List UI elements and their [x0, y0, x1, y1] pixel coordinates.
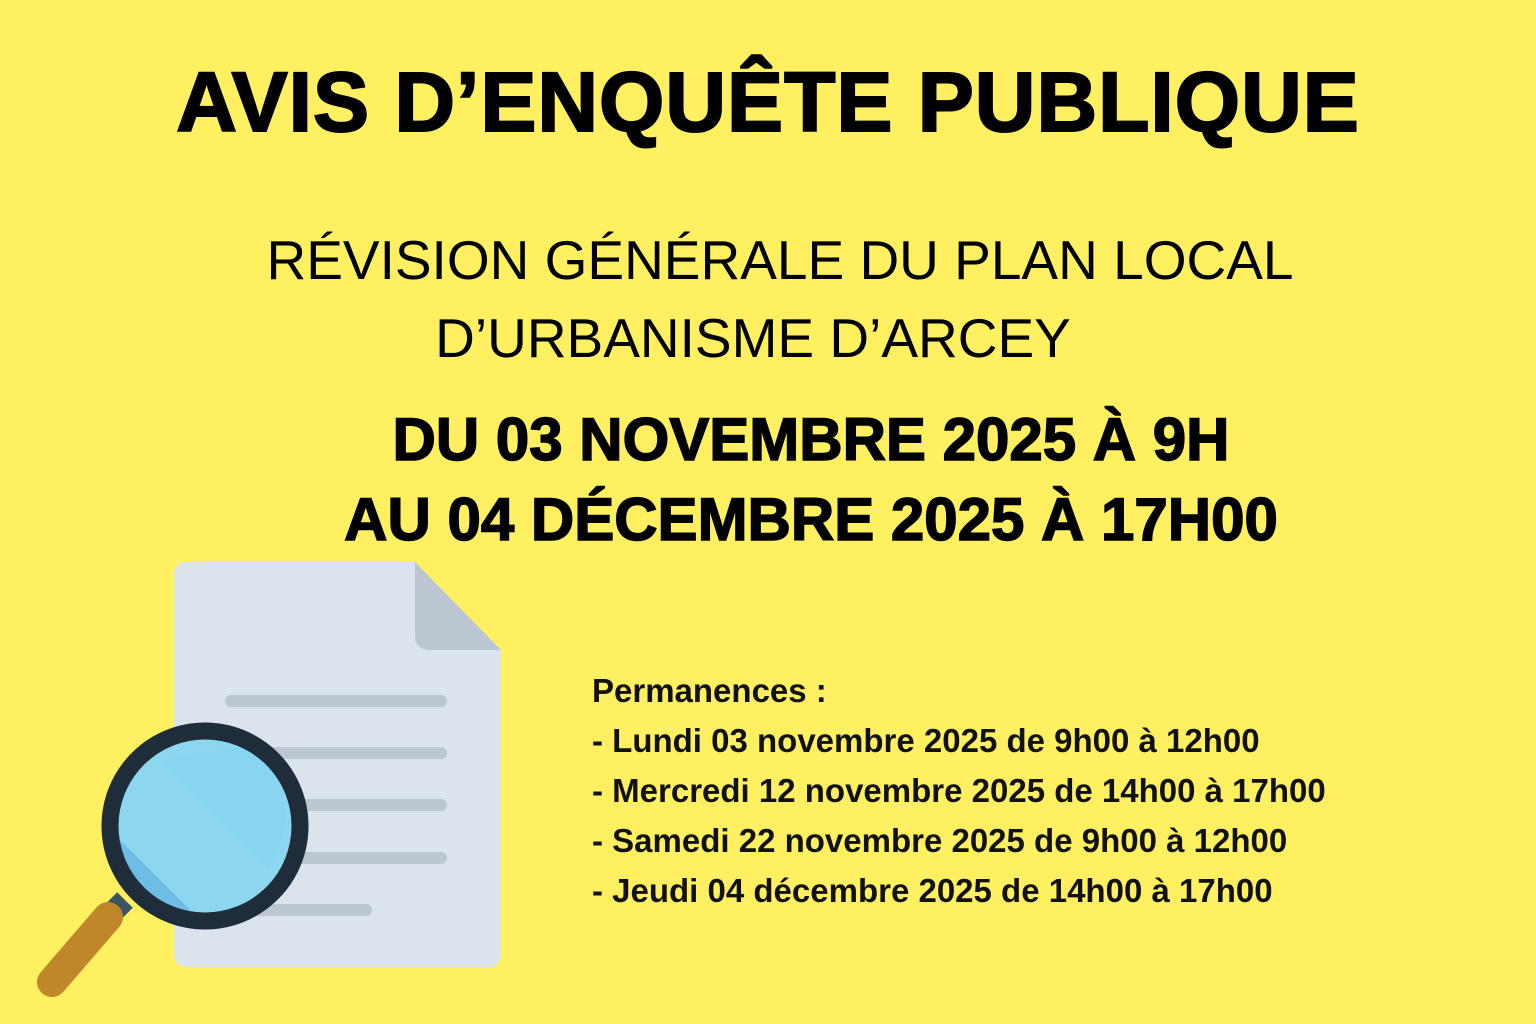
permanences: Permanences : - Lundi 03 novembre 2025 d… [592, 666, 1326, 916]
permanence-item: - Mercredi 12 novembre 2025 de 14h00 à 1… [592, 772, 1326, 809]
permanence-item: - Samedi 22 novembre 2025 de 9h00 à 12h0… [592, 822, 1288, 859]
period-start: DU 03 NOVEMBRE 2025 À 9H [392, 405, 1230, 474]
permanence-item: - Jeudi 04 décembre 2025 de 14h00 à 17h0… [592, 872, 1273, 909]
subject-line-1: RÉVISION GÉNÉRALE DU PLAN LOCAL [266, 229, 1294, 291]
subject-line-2: D’URBANISME D’ARCEY [435, 307, 1071, 369]
magnifying-glass-icon [37, 722, 309, 997]
permanences-heading: Permanences : [592, 672, 827, 709]
page-title: AVIS D’ENQUÊTE PUBLIQUE [175, 54, 1360, 150]
permanence-item: - Lundi 03 novembre 2025 de 9h00 à 12h00 [592, 722, 1260, 759]
period-end: AU 04 DÉCEMBRE 2025 À 17H00 [343, 485, 1278, 554]
